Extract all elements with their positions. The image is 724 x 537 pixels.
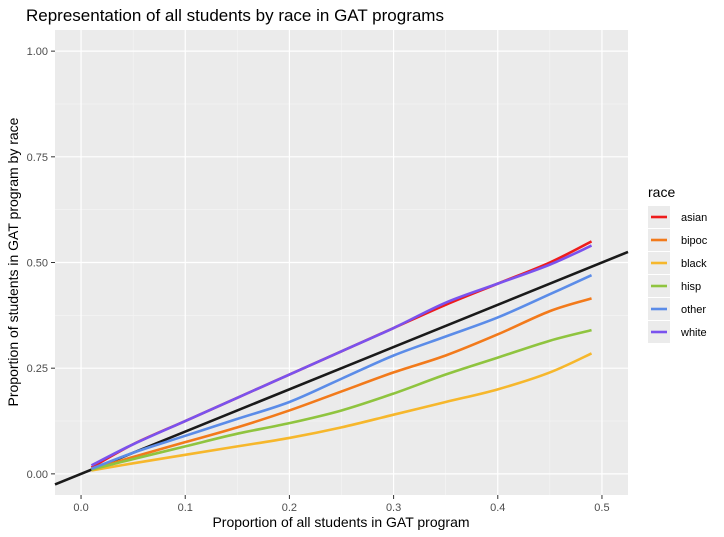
y-axis-title: Proportion of students in GAT program by… xyxy=(5,117,21,406)
x-axis-title: Proportion of all students in GAT progra… xyxy=(212,514,469,530)
legend-title: race xyxy=(648,184,675,200)
x-tick-label: 0.0 xyxy=(73,502,88,514)
x-axis: 0.0 0.1 0.2 0.3 0.4 0.5 xyxy=(73,495,610,514)
legend-label-black: black xyxy=(681,258,707,270)
legend: race asian bipoc black hisp other white xyxy=(648,184,708,343)
y-axis: 0.00 0.25 0.50 0.75 1.00 xyxy=(27,46,55,481)
legend-label-white: white xyxy=(680,327,707,339)
series-line-white xyxy=(90,244,593,467)
series-group xyxy=(90,240,593,472)
series-line-bipoc xyxy=(91,297,592,471)
x-tick-label: 0.5 xyxy=(594,502,609,514)
series-line-other xyxy=(90,273,593,471)
x-tick-label: 0.3 xyxy=(386,502,401,514)
legend-label-hisp: hisp xyxy=(681,281,701,293)
chart-title: Representation of all students by race i… xyxy=(26,6,444,25)
y-tick-label: 0.25 xyxy=(27,363,48,375)
legend-label-asian: asian xyxy=(681,212,707,224)
y-tick-label: 1.00 xyxy=(27,46,48,58)
legend-label-bipoc: bipoc xyxy=(681,235,708,247)
y-tick-label: 0.75 xyxy=(27,152,48,164)
y-tick-label: 0.50 xyxy=(27,258,48,270)
series-line-black xyxy=(91,352,593,472)
y-tick-label: 0.00 xyxy=(27,469,48,481)
x-tick-label: 0.2 xyxy=(282,502,297,514)
series-line-hisp xyxy=(91,328,592,471)
legend-label-other: other xyxy=(681,304,706,316)
x-tick-label: 0.4 xyxy=(490,502,505,514)
x-tick-label: 0.1 xyxy=(178,502,193,514)
